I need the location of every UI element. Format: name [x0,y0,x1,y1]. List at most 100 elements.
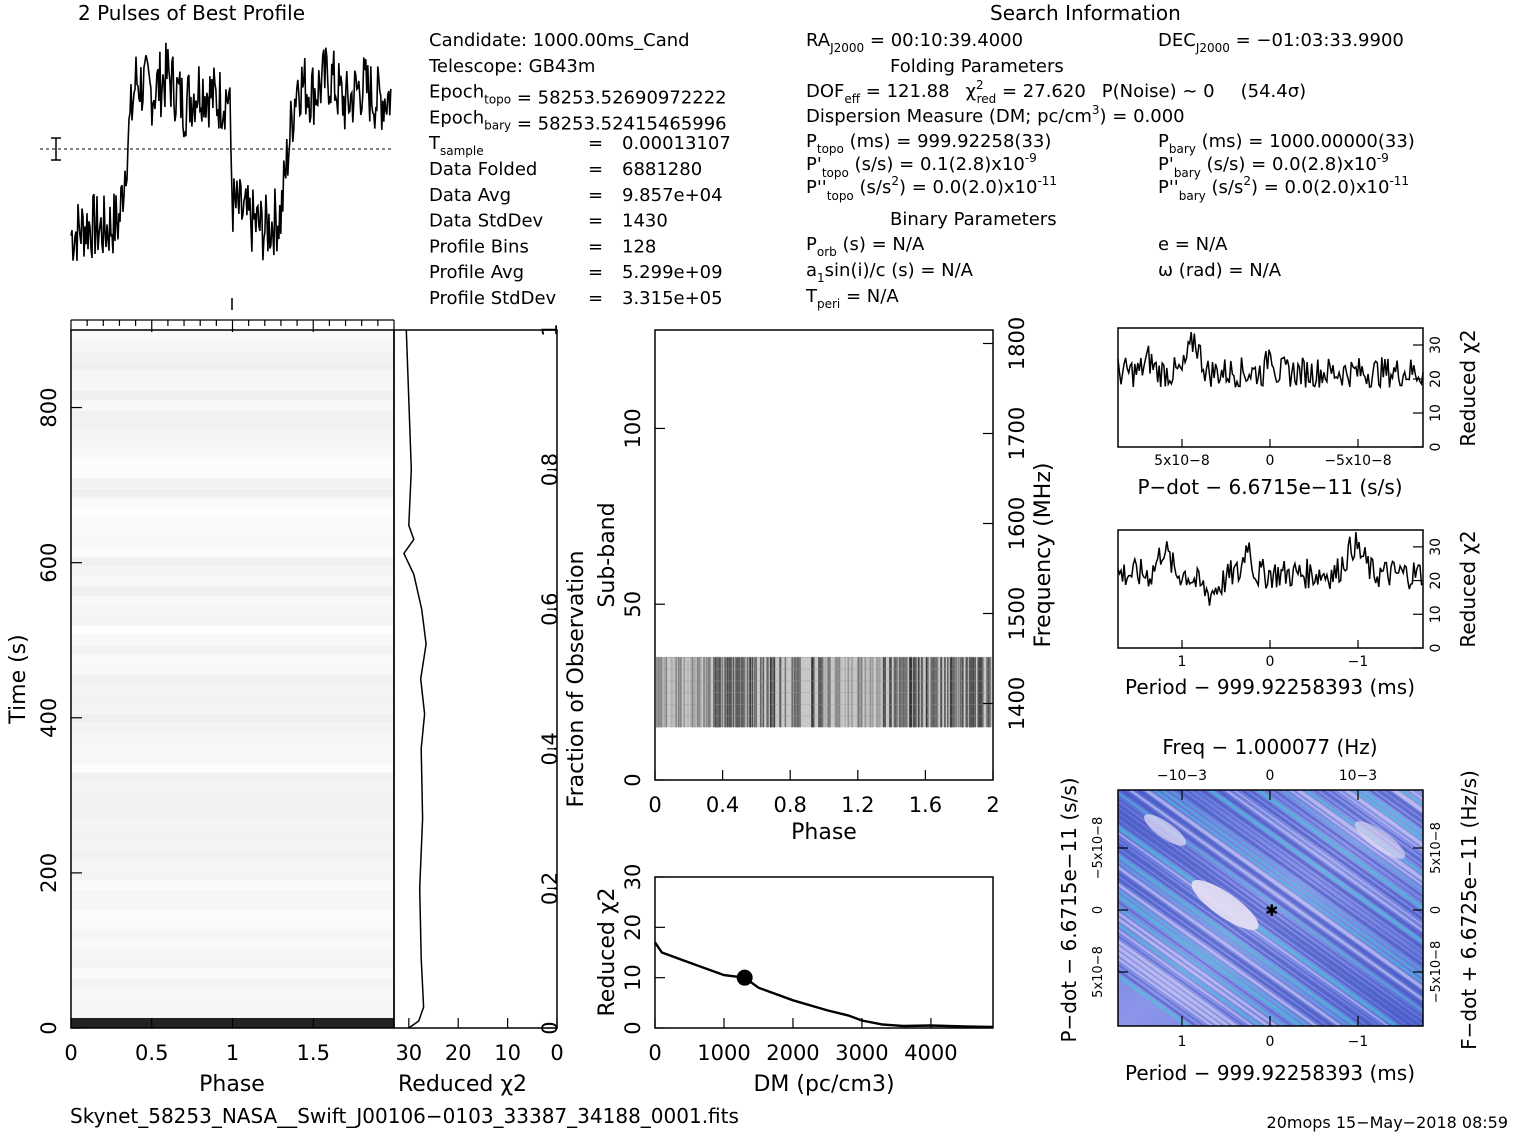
info-value: 6881280 [622,159,702,180]
tick-label: −5x10−8 [1324,453,1391,469]
info-row: Data Folded [429,159,537,180]
svg-text:RAJ2000 = 00:10:39.4000: RAJ2000 = 00:10:39.4000 [806,30,1023,55]
svg-text:e = N/A: e = N/A [1158,234,1228,255]
svg-text:Tperi = N/A: Tperi = N/A [805,286,899,311]
tick-label: 0 [1429,906,1444,914]
dm-axis-label: DM (pc/cm3) [753,1072,894,1097]
profile-line [70,42,392,261]
svg-text:Pbary (ms) = 1000.00000(33): Pbary (ms) = 1000.00000(33) [1158,131,1415,156]
tick-label: 200 [37,853,61,893]
tick-label: 0 [1266,654,1275,670]
tick-label: 10−3 [1339,768,1377,784]
tick-label: 0.8 [538,453,562,486]
tick-label: 600 [37,543,61,583]
phase-axis-label-sub: Phase [791,820,857,845]
info-middle-column: RAJ2000 = 00:10:39.4000 Folding Paramete… [805,30,1306,311]
info-eq: = [588,133,603,154]
subband-phase-plot: 0 0.4 0.8 1.2 1.6 2 0 50 100 1400 1500 1600 1700 1800… [595,317,1056,845]
info-eq: = [588,288,603,309]
tick-label: 0.4 [538,732,562,765]
tick-label: 1000 [697,1041,750,1065]
pdot-chi2-plot: 0 10 20 30 5x10−8 0 −5x10−8 P−dot − 6.6715e−11… [1117,327,1480,499]
subband-axis-label: Sub-band [595,502,620,607]
dm-reduced-chi2-label: Reduced χ2 [595,887,620,1016]
tick-label: 1 [226,1041,239,1065]
info-eq: = [588,236,603,257]
period-chi2-label: Reduced χ2 [1456,530,1480,647]
tick-label: 1.5 [297,1041,330,1065]
tick-label: 10 [1428,605,1444,623]
info-value: 1430 [622,211,668,232]
tick-label: −1 [1348,654,1369,670]
timestamp: 20mops 15−May−2018 08:59 [1267,1113,1508,1132]
tick-label: 5x10−8 [1429,822,1444,874]
time-chi2-plot: 30 20 10 0 0 0.2 0.4 0.6 0.8 1 Reduced χ2 Fractio… [393,323,589,1097]
info-row: Profile Bins [429,236,529,257]
freq-title: Freq − 1.000077 (Hz) [1162,735,1377,759]
tick-label: 0.5 [135,1041,168,1065]
tick-label: 0 [621,773,645,786]
tick-label: 30 [1428,336,1444,354]
svg-text:Porb (s) = N/A: Porb (s) = N/A [806,234,925,259]
tick-label: 0 [37,1021,61,1034]
svg-text:P'bary (s/s) = 0.0(2.8)x10-9: P'bary (s/s) = 0.0(2.8)x10-9 [1158,151,1389,180]
tick-label: 0.6 [538,592,562,625]
fraction-axis-label: Fraction of Observation [564,551,589,808]
info-eq: = [588,159,603,180]
info-row: Tsample [428,133,484,158]
chi2-line [1117,332,1424,390]
info-row: Telescope: GB43m [428,56,595,77]
tick-label: 0 [550,1041,563,1065]
ra-label: RA [806,30,831,51]
tick-label: 0 [648,793,661,817]
time-phase-plot: 0 0.5 1 1.5 0 200 400 600 800 Time (s) Phase [6,319,395,1097]
tick-label: 0 [1428,644,1444,653]
frequency-axis-label: Frequency (MHz) [1031,463,1056,648]
tick-label: 1 [1178,1034,1187,1050]
info-eq: = [588,185,603,206]
info-row: Epochbary = 58253.52415465996 [429,107,727,134]
tick-label: 0 [538,1021,562,1034]
tick-label: 10 [494,1041,521,1065]
info-row: Epochtopo = 58253.52690972222 [429,82,727,109]
info-value: 5.299e+09 [622,262,723,283]
tick-label: 1800 [1005,317,1029,370]
tick-label: 0 [1091,906,1106,914]
pp-peak-blob [1191,880,1259,930]
tick-label: 1400 [1005,677,1029,730]
svg-text:DECJ2000 = −01:03:33.9900: DECJ2000 = −01:03:33.9900 [1158,30,1404,55]
svg-text:ω (rad) = N/A: ω (rad) = N/A [1158,260,1282,281]
time-axis-label: Time (s) [6,634,31,724]
svg-text:P'topo (s/s) = 0.1(2.8)x10-9: P'topo (s/s) = 0.1(2.8)x10-9 [806,151,1037,180]
info-left-column: Candidate: 1000.00ms_Cand Telescope: GB43… [428,30,731,309]
info-row: Profile Avg [429,262,524,283]
tick-label: 0 [1266,1034,1275,1050]
tick-label: −10−3 [1157,768,1207,784]
tick-label: 0 [1266,768,1275,784]
profile-title: 2 Pulses of Best Profile [78,1,305,25]
tick-label: −5x10−8 [1429,941,1444,1004]
svg-text:a1sin(i)/c (s) = N/A: a1sin(i)/c (s) = N/A [806,260,974,285]
tick-label: 2000 [766,1041,819,1065]
info-value: 3.315e+05 [622,288,723,309]
folding-title: Folding Parameters [890,56,1064,77]
tick-label: 100 [621,408,645,448]
tick-label: 1 [538,323,562,336]
info-row: Data StdDev [429,211,544,232]
tick-label: 4000 [904,1041,957,1065]
time-chi2-line [403,329,427,1029]
tick-label: 800 [37,388,61,428]
tick-label: 1500 [1005,587,1029,640]
tick-label: 2 [986,793,999,817]
tick-label: 5x10−8 [1091,946,1106,998]
profile-plot [40,42,392,310]
tick-label: 30 [1428,538,1444,556]
phase-axis-label-left: Phase [199,1072,265,1097]
tick-label: 0.4 [706,793,739,817]
chi2-line [1117,532,1424,606]
tick-label: 0 [621,1021,645,1034]
info-eq: = [588,262,603,283]
tick-label: −1 [1348,1034,1369,1050]
